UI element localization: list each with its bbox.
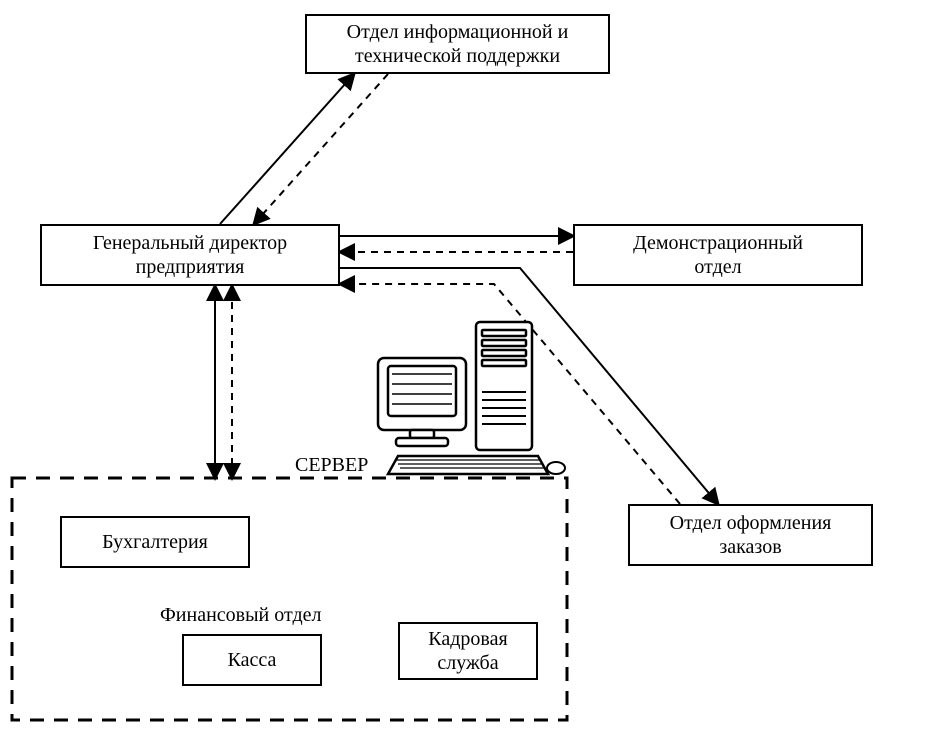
node-demo: Демонстрационныйотдел [573,224,863,286]
node-demo-label: Демонстрационныйотдел [633,231,803,279]
node-accounting-label: Бухгалтерия [102,530,208,554]
node-director: Генеральный директорпредприятия [40,224,340,286]
node-orders-label: Отдел оформлениязаказов [670,511,832,559]
node-director-label: Генеральный директорпредприятия [93,231,287,279]
node-hr: Кадроваяслужба [398,622,538,680]
node-it-support-label: Отдел информационной итехнической поддер… [347,20,569,68]
node-accounting: Бухгалтерия [60,516,250,568]
node-cashier: Касса [182,634,322,686]
edge [254,74,388,224]
node-hr-label: Кадроваяслужба [428,627,507,675]
server-label: СЕРВЕР [295,453,368,477]
node-it-support: Отдел информационной итехнической поддер… [305,14,610,74]
node-orders: Отдел оформлениязаказов [628,504,873,566]
server-icon [378,322,565,474]
edge [220,74,354,224]
finance-label: Финансовый отдел [160,603,322,627]
node-cashier-label: Касса [228,648,277,672]
